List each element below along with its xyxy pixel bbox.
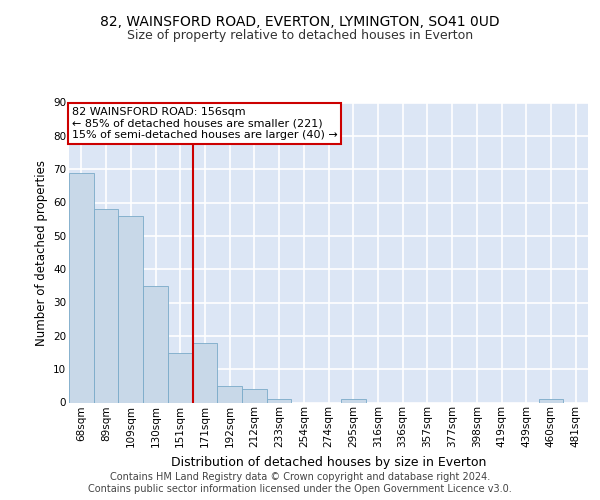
Bar: [217, 386, 242, 402]
Bar: [193, 342, 217, 402]
Text: Size of property relative to detached houses in Everton: Size of property relative to detached ho…: [127, 30, 473, 43]
Bar: [168, 352, 193, 403]
Bar: [143, 286, 168, 403]
Text: 82 WAINSFORD ROAD: 156sqm
← 85% of detached houses are smaller (221)
15% of semi: 82 WAINSFORD ROAD: 156sqm ← 85% of detac…: [71, 107, 337, 140]
Bar: [118, 216, 143, 402]
Bar: [94, 209, 118, 402]
Text: Contains HM Land Registry data © Crown copyright and database right 2024.
Contai: Contains HM Land Registry data © Crown c…: [88, 472, 512, 494]
Bar: [341, 399, 365, 402]
Text: 82, WAINSFORD ROAD, EVERTON, LYMINGTON, SO41 0UD: 82, WAINSFORD ROAD, EVERTON, LYMINGTON, …: [100, 16, 500, 30]
Bar: [539, 399, 563, 402]
Bar: [69, 172, 94, 402]
X-axis label: Distribution of detached houses by size in Everton: Distribution of detached houses by size …: [171, 456, 486, 468]
Bar: [267, 399, 292, 402]
Bar: [242, 389, 267, 402]
Y-axis label: Number of detached properties: Number of detached properties: [35, 160, 47, 346]
